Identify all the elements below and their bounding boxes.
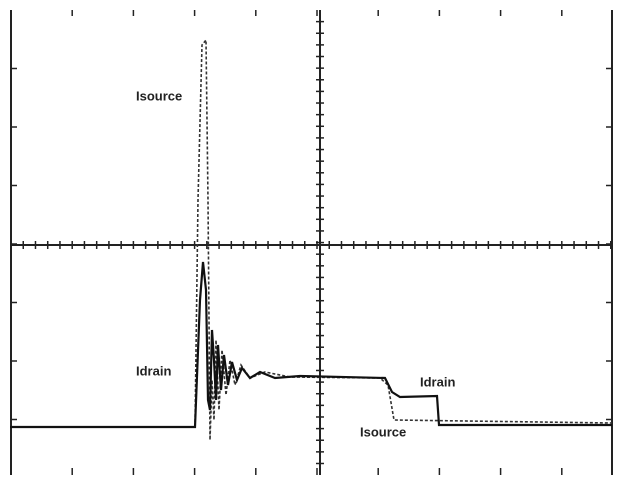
graticule-ticks: [11, 10, 612, 475]
idrain-trace: [10, 261, 612, 429]
trace-label: Idrain: [420, 374, 455, 389]
trace-label: Idrain: [136, 363, 171, 378]
trace-label: Isource: [136, 88, 182, 103]
trace-label: Isource: [360, 424, 406, 439]
